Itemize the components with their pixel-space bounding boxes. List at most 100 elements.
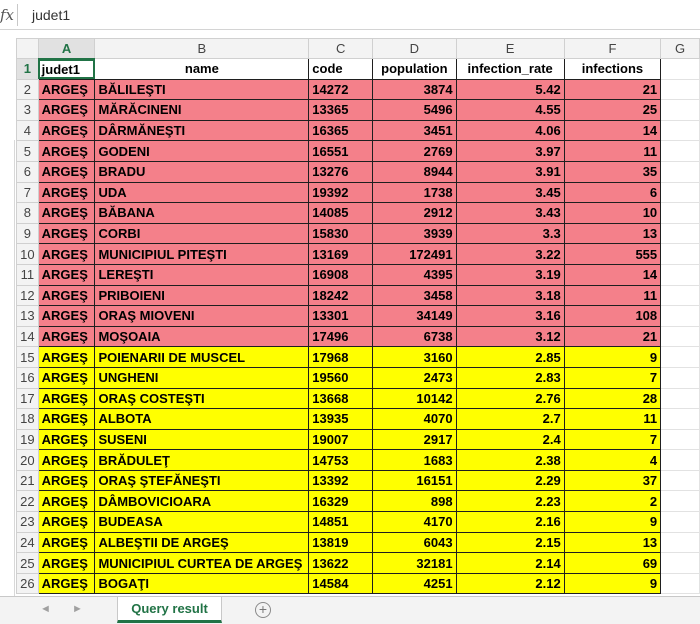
empty-cell[interactable] (660, 243, 700, 265)
cell-population[interactable]: 4395 (372, 263, 457, 286)
cell-judet[interactable]: ARGEŞ (37, 387, 96, 410)
row-header[interactable]: 11 (16, 263, 39, 286)
empty-cell[interactable] (660, 305, 700, 327)
cell-infection-rate[interactable]: 2.7 (455, 408, 565, 430)
cell-code[interactable]: 14085 (308, 202, 374, 224)
row-header[interactable]: 12 (16, 284, 39, 307)
empty-cell[interactable] (660, 511, 700, 533)
cell-infection-rate[interactable]: 2.14 (455, 552, 565, 574)
empty-cell[interactable] (660, 222, 700, 245)
cell-infections[interactable]: 35 (563, 160, 662, 183)
cell-code[interactable]: 13276 (308, 160, 374, 183)
cell-infection-rate[interactable]: 2.12 (455, 572, 565, 595)
cell-name[interactable]: DÂMBOVICIOARA (94, 490, 310, 513)
cell-name[interactable]: BĂLILEŞTI (94, 78, 310, 101)
cell-population[interactable]: 32181 (372, 552, 457, 574)
empty-cell[interactable] (660, 387, 700, 410)
cell-code[interactable]: 18242 (308, 284, 374, 307)
cell-infection-rate[interactable]: 3.91 (455, 160, 565, 183)
cell-infections[interactable]: 21 (563, 325, 662, 348)
cell-name[interactable]: ALBOTA (94, 408, 310, 430)
cell-infections[interactable]: 11 (563, 140, 662, 162)
cell-infection-rate[interactable]: 2.38 (455, 449, 565, 471)
empty-cell[interactable] (660, 202, 700, 224)
empty-cell[interactable] (660, 78, 700, 101)
cell-infection-rate[interactable]: 2.16 (455, 511, 565, 533)
cell-judet[interactable]: ARGEŞ (37, 284, 96, 307)
cell-population[interactable]: 898 (372, 490, 457, 513)
cell-infections[interactable]: 14 (563, 263, 662, 286)
empty-cell[interactable] (660, 469, 700, 492)
cell-judet[interactable]: ARGEŞ (37, 243, 96, 265)
empty-cell[interactable] (660, 140, 700, 162)
row-header[interactable]: 8 (16, 202, 39, 224)
cell-name[interactable]: LEREŞTI (94, 263, 310, 286)
cell-name[interactable]: UDA (94, 181, 310, 204)
empty-cell[interactable] (660, 284, 700, 307)
cell-infections[interactable]: 6 (563, 181, 662, 204)
cell-name[interactable]: DÂRMĂNEŞTI (94, 119, 310, 142)
sheet-tab-query-result[interactable]: Query result (117, 597, 222, 623)
cell-name[interactable]: POIENARII DE MUSCEL (94, 346, 310, 368)
empty-cell[interactable] (660, 58, 700, 80)
cell-judet[interactable]: ARGEŞ (37, 346, 96, 368)
cell-infection-rate[interactable]: 2.85 (455, 346, 565, 368)
cell-code[interactable]: 16365 (308, 119, 374, 142)
row-header[interactable]: 17 (16, 387, 39, 410)
row-header[interactable]: 20 (16, 449, 39, 471)
cell-name[interactable]: PRIBOIENI (94, 284, 310, 307)
row-header[interactable]: 18 (16, 408, 39, 430)
cell-population[interactable]: 8944 (372, 160, 457, 183)
cell-infection-rate[interactable]: 2.15 (455, 531, 565, 554)
cell-infections[interactable]: 9 (563, 346, 662, 368)
cell-population[interactable]: 1738 (372, 181, 457, 204)
cell-infections[interactable]: 9 (563, 511, 662, 533)
cell-population[interactable]: 6043 (372, 531, 457, 554)
column-header-d[interactable]: D (372, 38, 457, 59)
cell-infections[interactable]: 69 (563, 552, 662, 574)
empty-cell[interactable] (660, 160, 700, 183)
cell-infection-rate[interactable]: 3.12 (455, 325, 565, 348)
cell-infection-rate[interactable]: 2.76 (455, 387, 565, 410)
row-header[interactable]: 26 (16, 572, 39, 595)
row-header[interactable]: 21 (16, 469, 39, 492)
cell-infection-rate[interactable]: 2.29 (455, 469, 565, 492)
cell-infections[interactable]: 25 (563, 99, 662, 121)
cell-infections[interactable]: 37 (563, 469, 662, 492)
empty-cell[interactable] (660, 408, 700, 430)
row-header[interactable]: 10 (16, 243, 39, 265)
cell-judet[interactable]: ARGEŞ (37, 305, 96, 327)
cell-infections[interactable]: 13 (563, 222, 662, 245)
cell-infections[interactable]: 9 (563, 572, 662, 595)
cell-judet[interactable]: ARGEŞ (37, 99, 96, 121)
cell-judet[interactable]: ARGEŞ (37, 181, 96, 204)
column-title-judet1[interactable]: judet1 (37, 58, 96, 80)
formula-input[interactable]: judet1 (32, 7, 71, 23)
column-header-e[interactable]: E (455, 38, 565, 59)
cell-judet[interactable]: ARGEŞ (37, 552, 96, 574)
row-header[interactable]: 15 (16, 346, 39, 368)
cell-name[interactable]: BUDEASA (94, 511, 310, 533)
cell-infections[interactable]: 10 (563, 202, 662, 224)
cell-infections[interactable]: 555 (563, 243, 662, 265)
column-title-infections[interactable]: infections (563, 58, 662, 80)
cell-judet[interactable]: ARGEŞ (37, 469, 96, 492)
add-sheet-icon[interactable]: + (255, 602, 271, 618)
empty-cell[interactable] (660, 552, 700, 574)
cell-code[interactable]: 15830 (308, 222, 374, 245)
cell-name[interactable]: MOŞOAIA (94, 325, 310, 348)
cell-code[interactable]: 13301 (308, 305, 374, 327)
cell-population[interactable]: 6738 (372, 325, 457, 348)
select-all-corner[interactable] (16, 38, 39, 59)
cell-infection-rate[interactable]: 4.06 (455, 119, 565, 142)
cell-infection-rate[interactable]: 3.3 (455, 222, 565, 245)
cell-judet[interactable]: ARGEŞ (37, 140, 96, 162)
cell-code[interactable]: 13365 (308, 99, 374, 121)
cell-judet[interactable]: ARGEŞ (37, 78, 96, 101)
row-header[interactable]: 24 (16, 531, 39, 554)
cell-population[interactable]: 3874 (372, 78, 457, 101)
empty-cell[interactable] (660, 263, 700, 286)
column-title-code[interactable]: code (308, 58, 374, 80)
cell-infection-rate[interactable]: 5.42 (455, 78, 565, 101)
cell-code[interactable]: 19007 (308, 428, 374, 451)
